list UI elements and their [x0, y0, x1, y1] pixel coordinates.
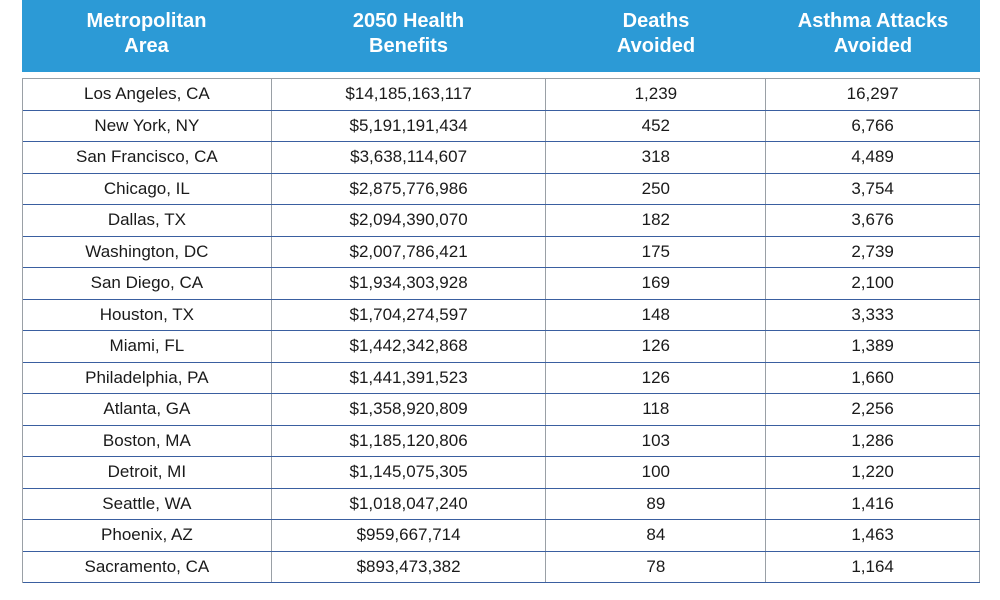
header-health-benefits: 2050 Health Benefits	[352, 10, 465, 57]
asthma-attacks-cell: 1,164	[766, 551, 980, 582]
table-row: Washington, DC $2,007,786,421 175 2,739	[23, 236, 980, 268]
asthma-attacks-cell: 1,660	[766, 362, 980, 393]
asthma-attacks-cell: 2,739	[766, 236, 980, 267]
asthma-attacks-cell: 2,256	[766, 394, 980, 425]
asthma-attacks-cell: 16,297	[766, 79, 980, 110]
health-benefits-cell: $2,094,390,070	[272, 205, 547, 236]
asthma-attacks-cell: 4,489	[766, 142, 980, 173]
asthma-attacks-cell: 3,754	[766, 173, 980, 204]
metro-area-cell: Chicago, IL	[23, 173, 272, 204]
health-benefits-table: Metropolitan Area 2050 Health Benefits D…	[22, 0, 980, 583]
table-row: New York, NY $5,191,191,434 452 6,766	[23, 110, 980, 142]
deaths-avoided-cell: 250	[546, 173, 767, 204]
table-row: Los Angeles, CA $14,185,163,117 1,239 16,29…	[23, 79, 980, 111]
deaths-avoided-cell: 126	[546, 331, 767, 362]
health-benefits-cell: $1,704,274,597	[272, 299, 547, 330]
metro-area-cell: Sacramento, CA	[23, 551, 272, 582]
health-benefits-cell: $5,191,191,434	[272, 110, 547, 141]
table-row: San Francisco, CA $3,638,114,607 318 4,489	[23, 142, 980, 174]
metro-area-cell: Boston, MA	[23, 425, 272, 456]
asthma-attacks-cell: 1,220	[766, 457, 980, 488]
table-row: Seattle, WA $1,018,047,240 89 1,416	[23, 488, 980, 520]
metro-area-cell: New York, NY	[23, 110, 272, 141]
table-row: Atlanta, GA $1,358,920,809 118 2,256	[23, 394, 980, 426]
table-row: Dallas, TX $2,094,390,070 182 3,676	[23, 205, 980, 237]
health-benefits-cell: $14,185,163,117	[272, 79, 547, 110]
deaths-avoided-cell: 318	[546, 142, 767, 173]
deaths-avoided-cell: 1,239	[546, 79, 767, 110]
header-metropolitan-area: Metropolitan Area	[86, 10, 207, 57]
deaths-avoided-cell: 126	[546, 362, 767, 393]
table-row: Sacramento, CA $893,473,382 78 1,164	[23, 551, 980, 583]
asthma-attacks-cell: 1,416	[766, 488, 980, 519]
table-header: Metropolitan Area 2050 Health Benefits D…	[22, 0, 980, 78]
health-benefits-cell: $3,638,114,607	[272, 142, 547, 173]
table-row: Boston, MA $1,185,120,806 103 1,286	[23, 425, 980, 457]
table-row: Detroit, MI $1,145,075,305 100 1,220	[23, 457, 980, 489]
asthma-attacks-cell: 1,463	[766, 520, 980, 551]
health-benefits-cell: $1,145,075,305	[272, 457, 547, 488]
health-benefits-cell: $2,875,776,986	[272, 173, 547, 204]
health-benefits-cell: $1,358,920,809	[272, 394, 547, 425]
table-row: San Diego, CA $1,934,303,928 169 2,100	[23, 268, 980, 300]
metro-area-cell: Dallas, TX	[23, 205, 272, 236]
asthma-attacks-cell: 1,286	[766, 425, 980, 456]
metro-area-cell: Houston, TX	[23, 299, 272, 330]
metro-area-cell: Washington, DC	[23, 236, 272, 267]
asthma-attacks-cell: 3,333	[766, 299, 980, 330]
header-deaths-avoided: Deaths Avoided	[616, 10, 696, 57]
asthma-attacks-cell: 6,766	[766, 110, 980, 141]
metro-area-cell: Seattle, WA	[23, 488, 272, 519]
table-row: Phoenix, AZ $959,667,714 84 1,463	[23, 520, 980, 552]
deaths-avoided-cell: 78	[546, 551, 767, 582]
deaths-avoided-cell: 103	[546, 425, 767, 456]
asthma-attacks-cell: 3,676	[766, 205, 980, 236]
table-body: Los Angeles, CA $14,185,163,117 1,239 16,29…	[22, 78, 980, 583]
health-benefits-cell: $2,007,786,421	[272, 236, 547, 267]
health-benefits-cell: $1,441,391,523	[272, 362, 547, 393]
health-benefits-cell: $1,185,120,806	[272, 425, 547, 456]
deaths-avoided-cell: 452	[546, 110, 767, 141]
metro-area-cell: Atlanta, GA	[23, 394, 272, 425]
table-row: Chicago, IL $2,875,776,986 250 3,754	[23, 173, 980, 205]
asthma-attacks-cell: 1,389	[766, 331, 980, 362]
deaths-avoided-cell: 84	[546, 520, 767, 551]
header-asthma-attacks-avoided: Asthma Attacks Avoided	[797, 10, 949, 57]
health-benefits-cell: $1,934,303,928	[272, 268, 547, 299]
metro-area-cell: Miami, FL	[23, 331, 272, 362]
table-row: Miami, FL $1,442,342,868 126 1,389	[23, 331, 980, 363]
metro-area-cell: San Diego, CA	[23, 268, 272, 299]
table-row: Houston, TX $1,704,274,597 148 3,333	[23, 299, 980, 331]
metro-area-cell: Detroit, MI	[23, 457, 272, 488]
health-benefits-cell: $959,667,714	[272, 520, 547, 551]
deaths-avoided-cell: 89	[546, 488, 767, 519]
metro-area-cell: San Francisco, CA	[23, 142, 272, 173]
health-benefits-cell: $893,473,382	[272, 551, 547, 582]
deaths-avoided-cell: 100	[546, 457, 767, 488]
health-benefits-cell: $1,018,047,240	[272, 488, 547, 519]
deaths-avoided-cell: 169	[546, 268, 767, 299]
deaths-avoided-cell: 182	[546, 205, 767, 236]
metro-area-cell: Philadelphia, PA	[23, 362, 272, 393]
table-row: Philadelphia, PA $1,441,391,523 126 1,660	[23, 362, 980, 394]
metro-area-cell: Phoenix, AZ	[23, 520, 272, 551]
deaths-avoided-cell: 175	[546, 236, 767, 267]
asthma-attacks-cell: 2,100	[766, 268, 980, 299]
health-benefits-cell: $1,442,342,868	[272, 331, 547, 362]
deaths-avoided-cell: 148	[546, 299, 767, 330]
deaths-avoided-cell: 118	[546, 394, 767, 425]
metro-area-cell: Los Angeles, CA	[23, 79, 272, 110]
